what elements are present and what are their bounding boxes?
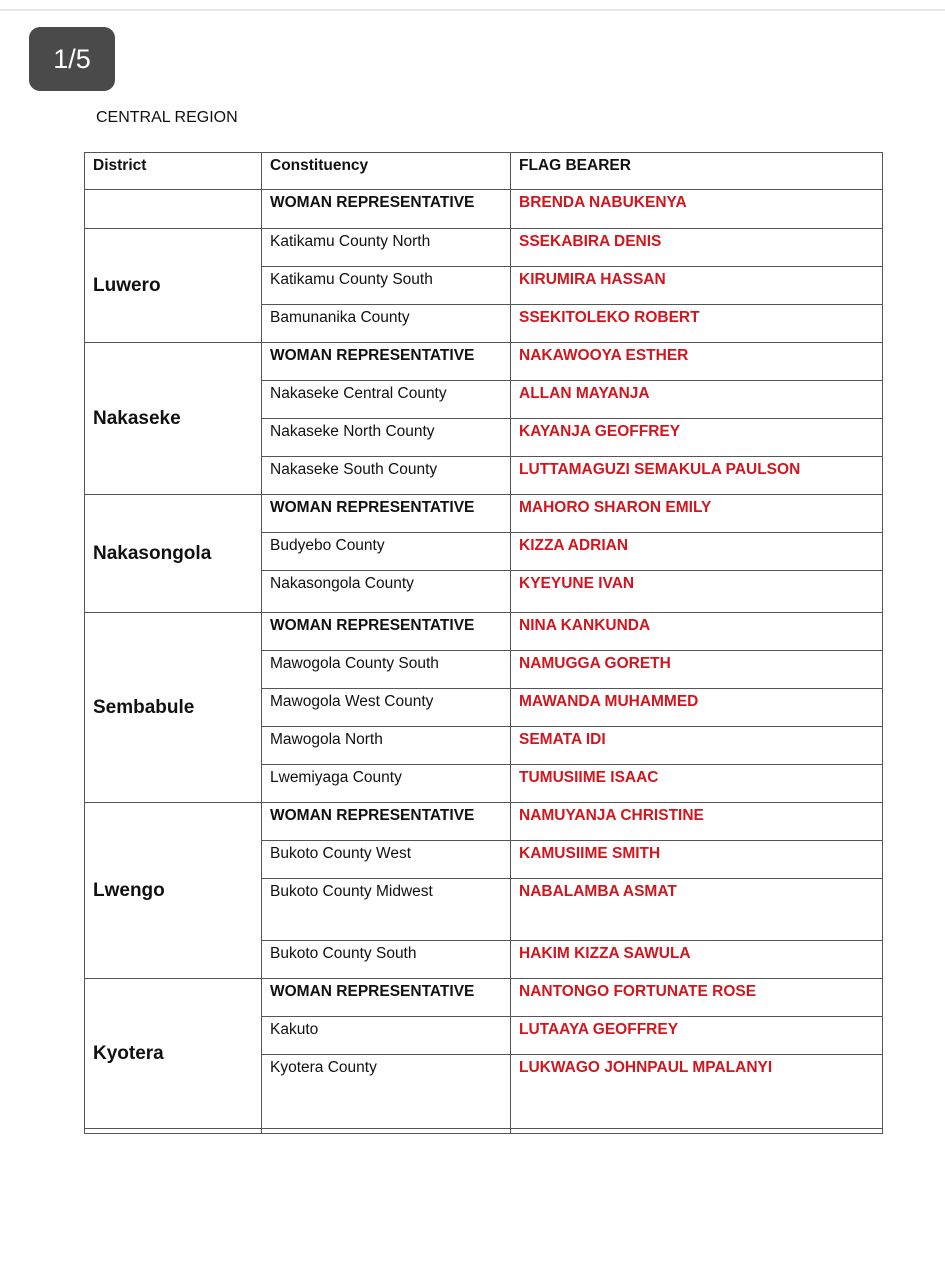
constituency-cell: Lwemiyaga County <box>261 764 511 803</box>
constituency-cell: WOMAN REPRESENTATIVE <box>261 612 511 651</box>
constituency-cell: Bukoto County South <box>261 940 511 979</box>
table-row: Nakasongola WOMAN REPRESENTATIVE MAHORO SH… <box>84 494 883 613</box>
constituency-cell: Mawogola North <box>261 726 511 765</box>
table-row: Bamunanika County SSEKITOLEKO ROBERT <box>85 304 883 343</box>
flag-bearer-cell: LUTAAYA GEOFFREY <box>510 1016 883 1055</box>
constituency-cell: Bamunanika County <box>261 304 511 343</box>
flag-bearer-cell <box>510 1128 883 1134</box>
flag-bearer-cell: NABALAMBA ASMAT <box>510 878 883 941</box>
table-header-row: District Constituency FLAG BEARER <box>84 152 883 190</box>
table-row: Nakaseke Central County ALLAN MAYANJA <box>85 380 883 419</box>
constituency-cell: Mawogola County South <box>261 650 511 689</box>
constituency-cell: Nakasongola County <box>261 570 511 613</box>
table-row: Bukoto County West KAMUSIIME SMITH <box>85 840 883 879</box>
district-cell: Kyotera <box>84 978 262 1129</box>
district-cell <box>84 189 262 229</box>
constituency-cell: Kakuto <box>261 1016 511 1055</box>
constituency-cell: Mawogola West County <box>261 688 511 727</box>
constituency-cell: Kyotera County <box>261 1054 511 1129</box>
flag-bearer-cell: KYEYUNE IVAN <box>510 570 883 613</box>
constituency-cell: WOMAN REPRESENTATIVE <box>261 978 511 1017</box>
viewer-top-divider <box>0 9 945 11</box>
flag-bearers-table: District Constituency FLAG BEARER WOMAN … <box>84 152 883 1134</box>
district-cell: Lwengo <box>84 802 262 979</box>
flag-bearer-cell: NAKAWOOYA ESTHER <box>510 342 883 381</box>
constituency-cell: Budyebo County <box>261 532 511 571</box>
flag-bearer-cell: NINA KANKUNDA <box>510 612 883 651</box>
flag-bearer-cell: NAMUYANJA CHRISTINE <box>510 802 883 841</box>
table-row: Kyotera County LUKWAGO JOHNPAUL MPALANYI <box>85 1054 883 1129</box>
table-row: Bukoto County Midwest NABALAMBA ASMAT <box>85 878 883 941</box>
table-row: Nakaseke North County KAYANJA GEOFFREY <box>85 418 883 457</box>
district-cell: Sembabule <box>84 612 262 803</box>
flag-bearer-cell: NANTONGO FORTUNATE ROSE <box>510 978 883 1017</box>
constituency-cell: Nakaseke South County <box>261 456 511 495</box>
table-row: WOMAN REPRESENTATIVE BRENDA NABUKENYA <box>84 189 883 229</box>
table-row: Sembabule WOMAN REPRESENTATIVE NINA KANKUN… <box>84 612 883 803</box>
header-flag-bearer: FLAG BEARER <box>510 152 883 190</box>
header-district: District <box>84 152 262 190</box>
flag-bearer-cell: KIRUMIRA HASSAN <box>510 266 883 305</box>
table-row: Kyotera WOMAN REPRESENTATIVE NANTONGO FORT… <box>84 978 883 1129</box>
constituency-cell: Katikamu County North <box>261 228 511 267</box>
constituency-cell: WOMAN REPRESENTATIVE <box>261 342 511 381</box>
flag-bearer-cell: MAWANDA MUHAMMED <box>510 688 883 727</box>
flag-bearer-cell: KAYANJA GEOFFREY <box>510 418 883 457</box>
flag-bearer-cell: SSEKITOLEKO ROBERT <box>510 304 883 343</box>
table-row: Mawogola County South NAMUGGA GORETH <box>85 650 883 689</box>
constituency-cell: Nakaseke Central County <box>261 380 511 419</box>
table-row: Luwero Katikamu County North SSEKABIRA DEN… <box>84 228 883 343</box>
district-cell: Nakaseke <box>84 342 262 495</box>
table-row: Bukoto County South HAKIM KIZZA SAWULA <box>85 940 883 979</box>
table-row: Lwemiyaga County TUMUSIIME ISAAC <box>85 764 883 803</box>
constituency-cell: WOMAN REPRESENTATIVE <box>261 189 511 229</box>
table-row: Mawogola West County MAWANDA MUHAMMED <box>85 688 883 727</box>
table-row <box>84 1128 883 1134</box>
region-title: CENTRAL REGION <box>96 109 238 126</box>
constituency-cell: Bukoto County West <box>261 840 511 879</box>
constituency-cell: WOMAN REPRESENTATIVE <box>261 802 511 841</box>
flag-bearer-cell: KIZZA ADRIAN <box>510 532 883 571</box>
flag-bearer-cell: NAMUGGA GORETH <box>510 650 883 689</box>
constituency-cell <box>261 1128 511 1134</box>
flag-bearer-cell: LUTTAMAGUZI SEMAKULA PAULSON <box>510 456 883 495</box>
table-row: Nakaseke South County LUTTAMAGUZI SEMAKUL… <box>85 456 883 495</box>
table-row: Nakasongola County KYEYUNE IVAN <box>85 570 883 613</box>
flag-bearer-cell: BRENDA NABUKENYA <box>510 189 883 229</box>
constituency-cell: Nakaseke North County <box>261 418 511 457</box>
table-row: Kakuto LUTAAYA GEOFFREY <box>85 1016 883 1055</box>
flag-bearer-cell: ALLAN MAYANJA <box>510 380 883 419</box>
flag-bearer-cell: MAHORO SHARON EMILY <box>510 494 883 533</box>
flag-bearer-cell: HAKIM KIZZA SAWULA <box>510 940 883 979</box>
table-row: Mawogola North SEMATA IDI <box>85 726 883 765</box>
table-row: Nakaseke WOMAN REPRESENTATIVE NAKAWOOYA ES… <box>84 342 883 495</box>
flag-bearer-cell: KAMUSIIME SMITH <box>510 840 883 879</box>
constituency-cell: Katikamu County South <box>261 266 511 305</box>
flag-bearer-cell: SEMATA IDI <box>510 726 883 765</box>
flag-bearer-cell: SSEKABIRA DENIS <box>510 228 883 267</box>
constituency-cell: WOMAN REPRESENTATIVE <box>261 494 511 533</box>
header-constituency: Constituency <box>261 152 511 190</box>
constituency-cell: Bukoto County Midwest <box>261 878 511 941</box>
table-row: Budyebo County KIZZA ADRIAN <box>85 532 883 571</box>
table-row: Katikamu County South KIRUMIRA HASSAN <box>85 266 883 305</box>
page-indicator: 1/5 <box>29 27 115 91</box>
flag-bearer-cell: TUMUSIIME ISAAC <box>510 764 883 803</box>
flag-bearer-cell: LUKWAGO JOHNPAUL MPALANYI <box>510 1054 883 1129</box>
table-row: Lwengo WOMAN REPRESENTATIVE NAMUYANJA CHRI… <box>84 802 883 979</box>
district-cell: Nakasongola <box>84 494 262 613</box>
district-cell <box>84 1128 262 1134</box>
district-cell: Luwero <box>84 228 262 343</box>
